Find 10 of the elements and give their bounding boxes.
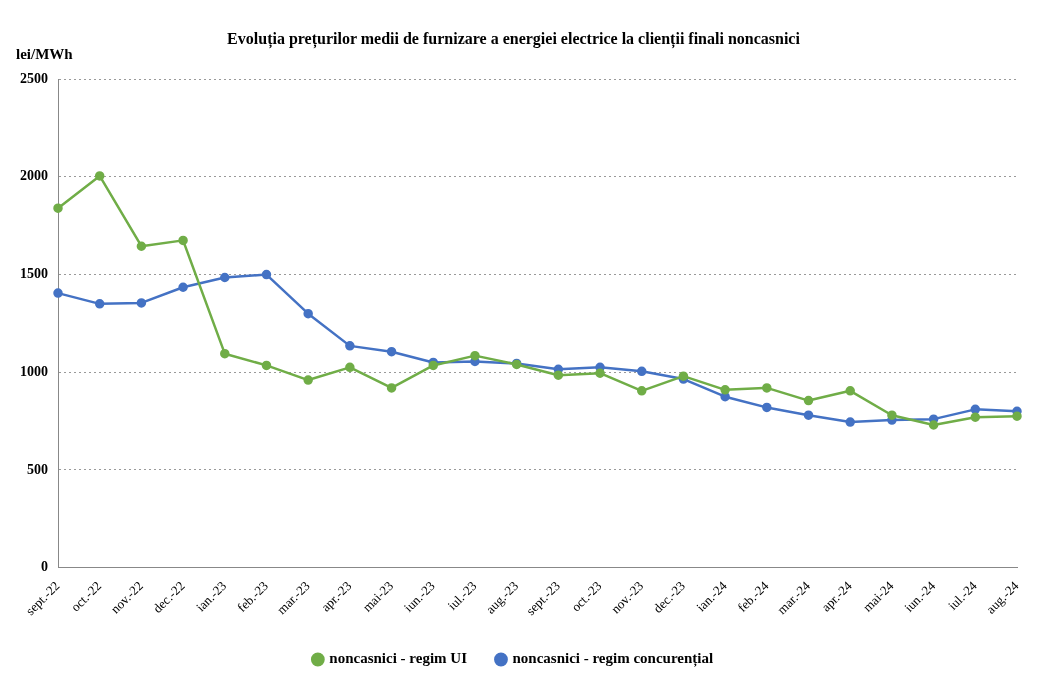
- y-axis-title: lei/MWh: [16, 45, 74, 62]
- y-tick-label: 500: [27, 461, 48, 477]
- y-tick-label: 1500: [20, 266, 48, 282]
- legend-label: noncasnici - regim concurențial: [512, 650, 714, 668]
- y-tick-label: 2000: [20, 168, 48, 184]
- legend-label: noncasnici - regim UI: [329, 650, 468, 667]
- y-tick-label: 0: [41, 559, 48, 575]
- y-tick-label: 1000: [20, 363, 48, 379]
- y-tick-label: 2500: [20, 70, 48, 86]
- chart-title: Evoluția prețurilor medii de furnizare a energiei electrice la clienții finali noncasnici: [227, 29, 801, 49]
